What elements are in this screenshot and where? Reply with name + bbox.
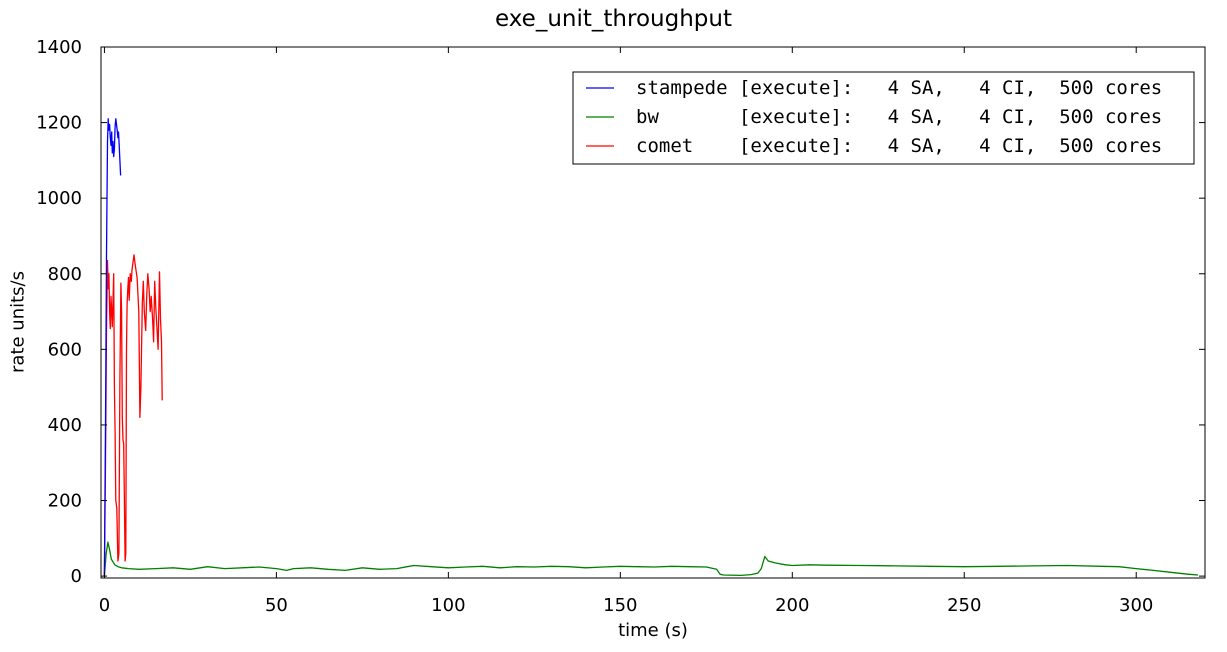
x-axis-label: time (s) <box>618 620 688 641</box>
x-tick-label: 50 <box>265 595 288 616</box>
y-axis-label: rate units/s <box>7 271 29 373</box>
y-tick-label: 800 <box>48 264 82 285</box>
y-tick-label: 1400 <box>36 37 82 58</box>
legend-label: comet [execute]: 4 SA, 4 CI, 500 cores <box>636 135 1162 157</box>
x-tick-label: 250 <box>947 595 981 616</box>
legend-label: stampede [execute]: 4 SA, 4 CI, 500 core… <box>636 77 1162 99</box>
x-tick-label: 100 <box>431 595 465 616</box>
y-tick-label: 1200 <box>36 113 82 134</box>
series-lines <box>103 118 1199 577</box>
axis-ticks: 0 50 100 150 200 250 300 0 200 400 600 800 1000 1200 1… <box>36 37 1205 616</box>
y-tick-label: 1000 <box>36 188 82 209</box>
y-tick-label: 0 <box>71 566 82 587</box>
x-tick-label: 0 <box>99 595 110 616</box>
y-tick-label: 400 <box>48 415 82 436</box>
x-tick-label: 300 <box>1119 595 1153 616</box>
series-line-2 <box>103 254 163 577</box>
legend-box <box>572 71 1195 165</box>
series-line-1 <box>103 541 1199 577</box>
x-tick-label: 150 <box>603 595 637 616</box>
y-tick-label: 200 <box>48 491 82 512</box>
plot-frame <box>100 46 1206 579</box>
legend-label: bw [execute]: 4 SA, 4 CI, 500 cores <box>636 106 1162 128</box>
y-tick-label: 600 <box>48 339 82 360</box>
legend: stampede [execute]: 4 SA, 4 CI, 500 core… <box>572 71 1195 165</box>
x-tick-label: 200 <box>775 595 809 616</box>
series-line-0 <box>103 118 122 577</box>
chart-title: exe_unit_throughput <box>495 6 732 32</box>
